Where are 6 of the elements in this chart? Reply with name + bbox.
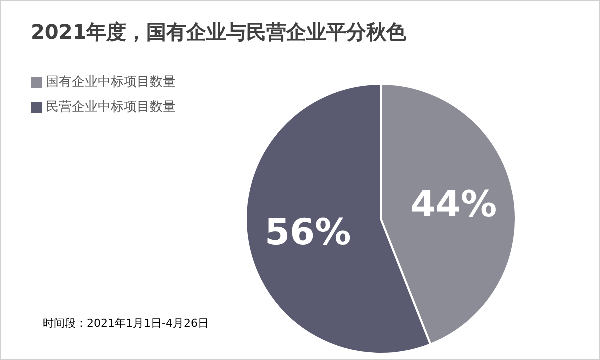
data-label: 44% (410, 184, 498, 226)
legend-label: 民营企业中标项目数量 (46, 99, 176, 116)
data-label: 56% (264, 212, 352, 254)
legend-label: 国有企业中标项目数量 (46, 74, 176, 91)
chart-title: 2021年度，国有企业与民营企业平分秋色 (31, 19, 407, 46)
text: 时间段：2021年1月1日-4月26日 (43, 316, 209, 331)
